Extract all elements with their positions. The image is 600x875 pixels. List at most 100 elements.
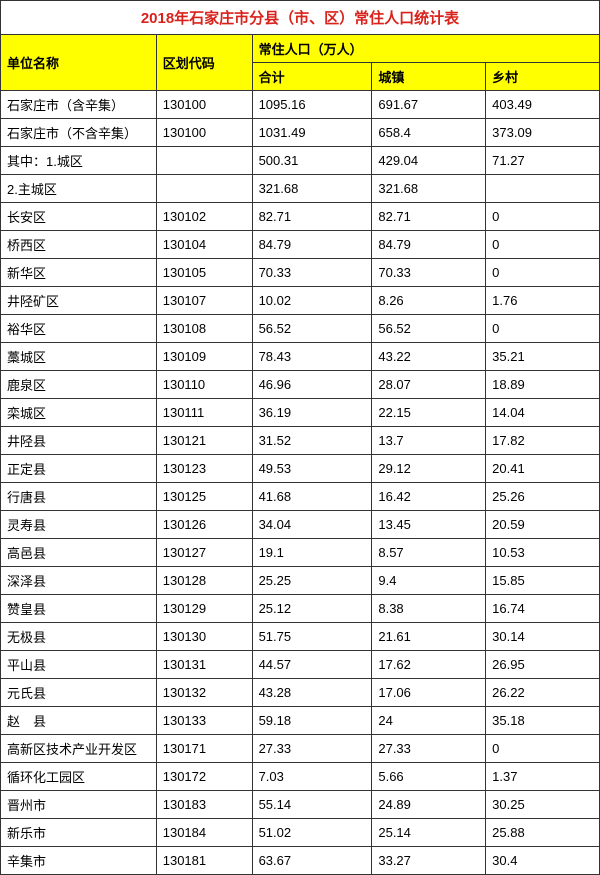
table-row: 栾城区13011136.1922.1514.04 [1, 399, 600, 427]
cell-urban: 24.89 [372, 791, 486, 819]
cell-total: 78.43 [252, 343, 372, 371]
cell-urban: 8.26 [372, 287, 486, 315]
table-row: 辛集市13018163.6733.2730.4 [1, 847, 600, 875]
table-row: 2.主城区321.68321.68 [1, 175, 600, 203]
cell-rural: 18.89 [486, 371, 600, 399]
cell-code: 130123 [156, 455, 252, 483]
cell-rural: 0 [486, 203, 600, 231]
cell-name: 裕华区 [1, 315, 157, 343]
cell-total: 36.19 [252, 399, 372, 427]
cell-total: 7.03 [252, 763, 372, 791]
cell-urban: 22.15 [372, 399, 486, 427]
cell-code: 130126 [156, 511, 252, 539]
table-row: 裕华区13010856.5256.520 [1, 315, 600, 343]
cell-code: 130128 [156, 567, 252, 595]
cell-total: 1031.49 [252, 119, 372, 147]
cell-code: 130108 [156, 315, 252, 343]
cell-code: 130184 [156, 819, 252, 847]
cell-total: 34.04 [252, 511, 372, 539]
cell-total: 51.75 [252, 623, 372, 651]
cell-name: 赵 县 [1, 707, 157, 735]
cell-code: 130100 [156, 91, 252, 119]
cell-urban: 658.4 [372, 119, 486, 147]
table-row: 平山县13013144.5717.6226.95 [1, 651, 600, 679]
cell-total: 82.71 [252, 203, 372, 231]
col-header-rural: 乡村 [486, 63, 600, 91]
table-row: 赵 县13013359.182435.18 [1, 707, 600, 735]
table-row: 正定县13012349.5329.1220.41 [1, 455, 600, 483]
cell-name: 无极县 [1, 623, 157, 651]
cell-name: 藁城区 [1, 343, 157, 371]
cell-total: 321.68 [252, 175, 372, 203]
cell-code: 130100 [156, 119, 252, 147]
table-row: 井陉县13012131.5213.717.82 [1, 427, 600, 455]
cell-urban: 9.4 [372, 567, 486, 595]
table-row: 其中：1.城区500.31429.0471.27 [1, 147, 600, 175]
cell-rural: 14.04 [486, 399, 600, 427]
cell-total: 51.02 [252, 819, 372, 847]
cell-name: 2.主城区 [1, 175, 157, 203]
cell-rural [486, 175, 600, 203]
cell-code: 130105 [156, 259, 252, 287]
cell-name: 井陉矿区 [1, 287, 157, 315]
cell-code: 130125 [156, 483, 252, 511]
cell-urban: 84.79 [372, 231, 486, 259]
cell-name: 石家庄市（含辛集） [1, 91, 157, 119]
col-header-unit: 单位名称 [1, 35, 157, 91]
cell-code: 130183 [156, 791, 252, 819]
table-row: 赞皇县13012925.128.3816.74 [1, 595, 600, 623]
cell-total: 44.57 [252, 651, 372, 679]
cell-total: 25.12 [252, 595, 372, 623]
table-row: 新华区13010570.3370.330 [1, 259, 600, 287]
table-row: 石家庄市（不含辛集）1301001031.49658.4373.09 [1, 119, 600, 147]
table-row: 长安区13010282.7182.710 [1, 203, 600, 231]
table-row: 高邑县13012719.18.5710.53 [1, 539, 600, 567]
cell-total: 31.52 [252, 427, 372, 455]
cell-rural: 30.4 [486, 847, 600, 875]
cell-rural: 20.41 [486, 455, 600, 483]
table-row: 灵寿县13012634.0413.4520.59 [1, 511, 600, 539]
cell-rural: 30.25 [486, 791, 600, 819]
cell-urban: 82.71 [372, 203, 486, 231]
table-row: 藁城区13010978.4343.2235.21 [1, 343, 600, 371]
cell-code: 130102 [156, 203, 252, 231]
cell-name: 深泽县 [1, 567, 157, 595]
cell-urban: 8.57 [372, 539, 486, 567]
cell-name: 长安区 [1, 203, 157, 231]
cell-code: 130131 [156, 651, 252, 679]
table-row: 无极县13013051.7521.6130.14 [1, 623, 600, 651]
cell-name: 新华区 [1, 259, 157, 287]
cell-total: 55.14 [252, 791, 372, 819]
table-row: 元氏县13013243.2817.0626.22 [1, 679, 600, 707]
cell-name: 行唐县 [1, 483, 157, 511]
cell-code: 130171 [156, 735, 252, 763]
cell-total: 10.02 [252, 287, 372, 315]
col-header-urban: 城镇 [372, 63, 486, 91]
cell-code [156, 175, 252, 203]
cell-name: 鹿泉区 [1, 371, 157, 399]
cell-rural: 25.88 [486, 819, 600, 847]
cell-total: 25.25 [252, 567, 372, 595]
population-table: 2018年石家庄市分县（市、区）常住人口统计表 单位名称 区划代码 常住人口（万… [0, 0, 600, 875]
cell-total: 56.52 [252, 315, 372, 343]
cell-name: 其中：1.城区 [1, 147, 157, 175]
cell-code: 130172 [156, 763, 252, 791]
cell-total: 46.96 [252, 371, 372, 399]
cell-name: 新乐市 [1, 819, 157, 847]
cell-rural: 35.18 [486, 707, 600, 735]
cell-name: 平山县 [1, 651, 157, 679]
cell-rural: 15.85 [486, 567, 600, 595]
cell-rural: 1.37 [486, 763, 600, 791]
cell-total: 70.33 [252, 259, 372, 287]
table-title: 2018年石家庄市分县（市、区）常住人口统计表 [1, 1, 600, 35]
cell-urban: 29.12 [372, 455, 486, 483]
cell-total: 19.1 [252, 539, 372, 567]
table-row: 石家庄市（含辛集）1301001095.16691.67403.49 [1, 91, 600, 119]
cell-rural: 17.82 [486, 427, 600, 455]
cell-total: 41.68 [252, 483, 372, 511]
cell-urban: 13.45 [372, 511, 486, 539]
cell-rural: 403.49 [486, 91, 600, 119]
cell-urban: 25.14 [372, 819, 486, 847]
cell-urban: 13.7 [372, 427, 486, 455]
cell-code: 130130 [156, 623, 252, 651]
